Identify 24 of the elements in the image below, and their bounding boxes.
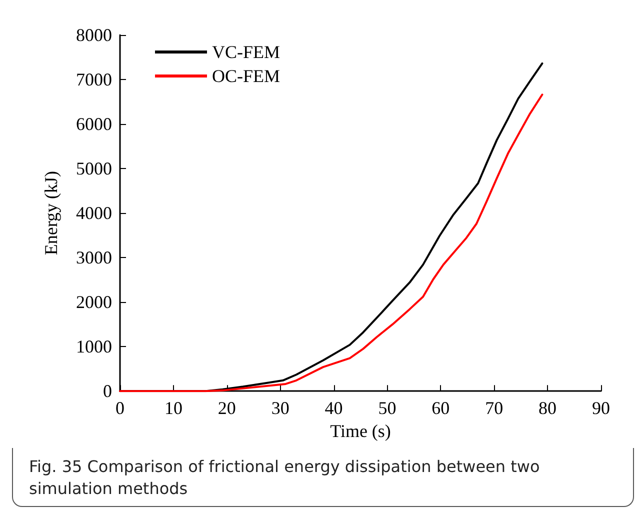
y-tick-label: 4000 bbox=[76, 203, 112, 224]
text: Fig. 35 Comparison of frictional energy dissipation between two simulation methods bbox=[12, 448, 634, 507]
x-tick-label: 80 bbox=[538, 398, 557, 418]
y-tick-label: 8000 bbox=[76, 25, 112, 45]
y-tick-label: 7000 bbox=[76, 70, 112, 90]
y-tick-label: 2000 bbox=[76, 292, 112, 312]
y-tick-label: 6000 bbox=[76, 114, 112, 134]
legend-label: VC-FEM bbox=[212, 42, 280, 62]
x-tick-label: 30 bbox=[271, 398, 290, 418]
x-tick-label: 20 bbox=[218, 398, 236, 418]
x-tick-label: 70 bbox=[485, 398, 504, 418]
y-axis-title: Energy (kJ) bbox=[41, 170, 61, 256]
x-tick-label: 40 bbox=[324, 398, 343, 418]
x-tick-label: 10 bbox=[164, 398, 182, 418]
x-axis-title: Time (s) bbox=[330, 421, 391, 441]
y-tick-label: 0 bbox=[103, 381, 112, 402]
x-tick-label: 60 bbox=[432, 398, 450, 418]
y-tick-label: 5000 bbox=[76, 158, 112, 179]
x-tick-label: 0 bbox=[116, 398, 124, 418]
x-tick-label: 50 bbox=[378, 398, 396, 418]
x-tick-label: 90 bbox=[592, 398, 610, 418]
legend-label: OC-FEM bbox=[212, 66, 280, 86]
y-tick-label: 3000 bbox=[76, 248, 112, 268]
y-tick-label: 1000 bbox=[76, 336, 112, 357]
